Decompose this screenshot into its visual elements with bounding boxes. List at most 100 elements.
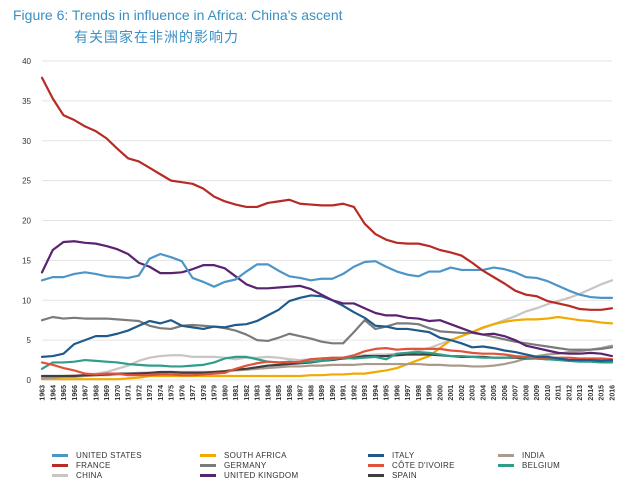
series-line-united-kingdom	[40, 240, 614, 358]
x-tick-label: 2001	[448, 385, 455, 401]
x-tick-label: 1981	[233, 385, 240, 401]
legend-item: INDIA	[498, 451, 545, 460]
x-tick-label: 2008	[523, 385, 530, 401]
x-tick-label: 1977	[190, 385, 197, 401]
x-tick-label: 1966	[72, 385, 79, 401]
x-tick-label: 1989	[319, 385, 326, 401]
y-tick-label: 15	[22, 256, 31, 265]
x-tick-label: 1968	[93, 385, 100, 401]
x-tick-label: 1993	[362, 385, 369, 401]
x-tick-label: 1969	[104, 385, 111, 401]
legend-swatch	[498, 454, 514, 457]
x-tick-label: 1970	[115, 385, 122, 401]
x-tick-label: 1982	[244, 385, 251, 401]
x-tick-label: 1974	[158, 385, 165, 401]
legend-label: INDIA	[522, 451, 545, 460]
legend-item: BELGIUM	[498, 461, 560, 470]
gridlines	[42, 60, 612, 381]
legend-item: GERMANY	[200, 461, 267, 470]
series-line-france	[40, 76, 614, 311]
legend-swatch	[200, 454, 216, 457]
legend-label: UNITED STATES	[76, 451, 142, 460]
x-tick-label: 1975	[169, 385, 176, 401]
legend-label: GERMANY	[224, 461, 267, 470]
x-tick-label: 2007	[513, 385, 520, 401]
series-line-south-africa	[40, 315, 614, 381]
x-tick-label: 2013	[577, 385, 584, 401]
legend-swatch	[52, 474, 68, 477]
x-tick-label: 2011	[556, 385, 563, 400]
y-axis-ticks: 0 5 10 15 20 25 30 35 40	[22, 57, 31, 385]
legend-swatch	[52, 464, 68, 467]
legend-swatch	[368, 464, 384, 467]
x-tick-label: 2000	[437, 385, 444, 401]
x-tick-label: 1964	[50, 385, 57, 401]
chart-subtitle: 有关国家在非洲的影响力	[74, 30, 239, 46]
x-tick-label: 1983	[255, 385, 262, 401]
x-tick-label: 1995	[384, 385, 391, 401]
x-tick-label: 2016	[610, 385, 617, 401]
x-tick-label: 1965	[61, 385, 68, 401]
legend-swatch	[368, 474, 384, 477]
x-tick-label: 1990	[330, 385, 337, 401]
legend-swatch	[200, 474, 216, 477]
legend-item: FRANCE	[52, 461, 111, 470]
x-tick-label: 1980	[222, 385, 229, 401]
y-tick-label: 25	[22, 177, 31, 186]
x-tick-label: 1985	[276, 385, 283, 401]
legend-label: SPAIN	[392, 471, 417, 480]
legend-item: SOUTH AFRICA	[200, 451, 287, 460]
y-tick-label: 40	[22, 57, 31, 66]
legend-item: UNITED STATES	[52, 451, 142, 460]
y-tick-label: 0	[27, 376, 32, 385]
x-tick-label: 1986	[287, 385, 294, 401]
x-tick-label: 1976	[179, 385, 186, 401]
x-tick-label: 2005	[491, 385, 498, 401]
x-tick-label: 1998	[416, 385, 423, 401]
legend-swatch	[52, 454, 68, 457]
x-tick-label: 2004	[480, 385, 487, 401]
x-tick-label: 1963	[40, 385, 47, 401]
x-tick-label: 1973	[147, 385, 154, 401]
series-line-italy	[40, 294, 614, 362]
x-tick-label: 2002	[459, 385, 466, 401]
legend-label: FRANCE	[76, 461, 111, 470]
series-line-united-states	[40, 252, 614, 299]
legend-item: CÔTE D'IVOIRE	[368, 461, 455, 470]
legend-label: CHINA	[76, 471, 103, 480]
legend-item: UNITED KINGDOM	[200, 471, 298, 480]
legend-label: ITALY	[392, 451, 415, 460]
x-tick-label: 2014	[588, 385, 595, 401]
legend-item: SPAIN	[368, 471, 417, 480]
y-tick-label: 20	[22, 217, 31, 226]
y-tick-label: 35	[22, 97, 31, 106]
y-tick-label: 30	[22, 137, 31, 146]
legend-item: ITALY	[368, 451, 415, 460]
x-tick-label: 1988	[308, 385, 315, 401]
x-tick-label: 1979	[212, 385, 219, 401]
legend-label: BELGIUM	[522, 461, 561, 470]
x-tick-label: 1994	[373, 385, 380, 401]
x-tick-label: 1992	[351, 385, 358, 401]
legend-label: SOUTH AFRICA	[224, 451, 287, 460]
x-tick-label: 1978	[201, 385, 208, 401]
legend-swatch	[368, 454, 384, 457]
x-tick-label: 1997	[405, 385, 412, 401]
x-tick-label: 1996	[394, 385, 401, 401]
x-tick-label: 1984	[265, 385, 272, 401]
x-tick-label: 2015	[599, 385, 606, 401]
x-tick-label: 1967	[83, 385, 90, 401]
chart-title: Figure 6: Trends in influence in Africa:…	[13, 7, 343, 23]
series-line-c-te-d-ivoire	[40, 347, 614, 377]
x-tick-label: 2012	[566, 385, 573, 401]
x-tick-label: 1972	[136, 385, 143, 401]
x-tick-label: 2006	[502, 385, 509, 401]
legend-item: CHINA	[52, 471, 102, 480]
x-tick-label: 1999	[427, 385, 434, 401]
legend: UNITED STATES FRANCE CHINA SOUTH AFRICA GERM…	[52, 451, 632, 481]
x-tick-label: 2010	[545, 385, 552, 401]
legend-label: UNITED KINGDOM	[224, 471, 299, 480]
legend-swatch	[200, 464, 216, 467]
x-tick-label: 2009	[534, 385, 541, 401]
